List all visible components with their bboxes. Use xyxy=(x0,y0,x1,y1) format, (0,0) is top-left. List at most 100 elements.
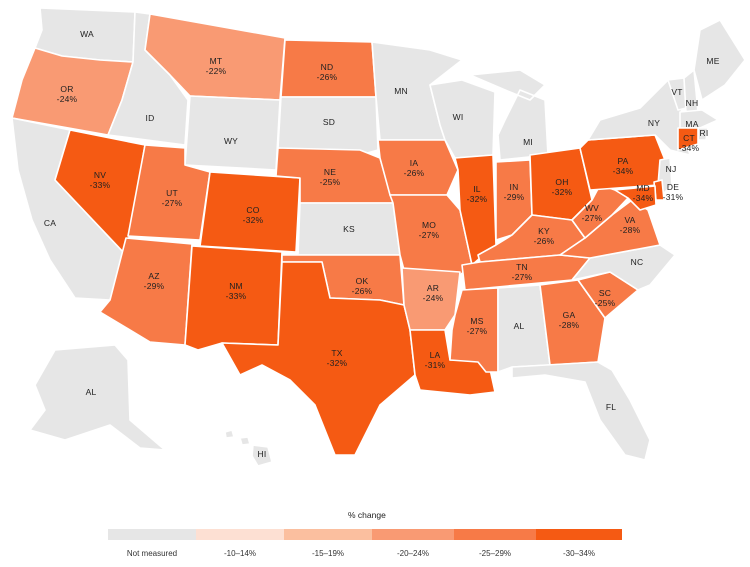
state-abbr: AR xyxy=(426,283,440,293)
state-IL[interactable] xyxy=(454,154,497,266)
state-WY[interactable] xyxy=(184,95,281,171)
state-label-NM: NM -33% xyxy=(226,281,247,301)
state-label-NJ: NJ xyxy=(666,164,677,174)
state-SD[interactable] xyxy=(277,96,379,156)
state-MA[interactable] xyxy=(679,109,719,129)
state-label-NH: NH xyxy=(686,98,699,108)
state-NY[interactable] xyxy=(587,79,691,156)
state-abbr: NY xyxy=(647,118,661,128)
legend-swatch xyxy=(108,529,196,540)
state-CT[interactable] xyxy=(677,127,699,151)
state-abbr: IL xyxy=(473,184,481,194)
legend-title: % change xyxy=(348,510,386,520)
state-MD[interactable] xyxy=(614,185,657,211)
state-abbr: WA xyxy=(80,29,94,39)
state-label-OK: OK -26% xyxy=(352,276,373,296)
state-abbr: NV xyxy=(93,170,107,180)
state-abbr: SC xyxy=(598,288,612,298)
state-label-VT: VT xyxy=(671,87,682,97)
state-GA[interactable] xyxy=(539,279,606,366)
state-label-UT: UT -27% xyxy=(162,188,183,208)
state-CO[interactable] xyxy=(199,171,301,253)
legend-swatch xyxy=(284,529,372,540)
state-label-AR: AR -24% xyxy=(423,283,444,303)
legend-label: -30–34% xyxy=(562,549,596,558)
state-label-CA: CA xyxy=(44,218,56,228)
state-value: -26% xyxy=(403,168,425,178)
state-abbr: ME xyxy=(706,56,720,66)
state-abbr: ND xyxy=(320,62,334,72)
state-value: -25% xyxy=(594,298,616,308)
legend-label: Not measured xyxy=(126,549,178,558)
state-abbr: TN xyxy=(516,262,528,272)
state-label-IA: IA -26% xyxy=(404,158,425,178)
state-abbr: AL xyxy=(513,321,525,331)
state-FL[interactable] xyxy=(511,361,651,461)
state-label-VA: VA -28% xyxy=(620,215,641,235)
legend-label: -10–14% xyxy=(223,549,257,558)
legend-swatch xyxy=(536,529,622,540)
state-abbr: WI xyxy=(452,112,464,122)
state-abbr: TX xyxy=(331,348,343,358)
state-abbr: SD xyxy=(322,117,336,127)
state-ME[interactable] xyxy=(693,19,746,101)
state-abbr: DE xyxy=(666,182,680,192)
state-value: -26% xyxy=(351,286,373,296)
state-abbr: OH xyxy=(555,177,569,187)
legend-swatch xyxy=(196,529,284,540)
state-abbr: OR xyxy=(60,84,74,94)
state-value: -27% xyxy=(161,198,183,208)
state-label-CT: CT -34% xyxy=(679,133,700,153)
state-label-SC: SC -25% xyxy=(595,288,616,308)
state-value: -33% xyxy=(225,291,247,301)
state-abbr: WV xyxy=(584,203,600,213)
state-AK[interactable] xyxy=(29,344,166,451)
legend-label: -25–29% xyxy=(478,549,512,558)
state-AZ[interactable] xyxy=(99,237,193,346)
state-TX[interactable] xyxy=(221,261,416,456)
state-label-NC: NC xyxy=(631,257,644,267)
legend-swatch xyxy=(372,529,454,540)
state-HI[interactable] xyxy=(224,429,273,467)
state-value: -27% xyxy=(466,326,488,336)
state-label-TX: TX -32% xyxy=(327,348,348,368)
state-value: -32% xyxy=(326,358,348,368)
state-value: -24% xyxy=(56,94,78,104)
state-label-LA: LA -31% xyxy=(425,350,446,370)
state-label-WY: WY xyxy=(224,136,238,146)
state-value: -27% xyxy=(418,230,440,240)
state-abbr: GA xyxy=(562,310,576,320)
state-label-MO: MO -27% xyxy=(419,220,440,240)
state-abbr: KY xyxy=(538,226,550,236)
state-abbr: IA xyxy=(409,158,419,168)
state-abbr: MS xyxy=(470,316,484,326)
state-label-ND: ND -26% xyxy=(317,62,338,82)
state-abbr: MD xyxy=(636,183,650,193)
state-label-KS: KS xyxy=(343,224,355,234)
state-value: -28% xyxy=(558,320,580,330)
state-value: -32% xyxy=(466,194,488,204)
state-label-HI: HI xyxy=(258,449,267,459)
state-label-AL: AL xyxy=(514,321,525,331)
state-label-ID: ID xyxy=(146,113,155,123)
state-label-RI: RI xyxy=(700,128,709,138)
state-abbr: MO xyxy=(421,220,437,230)
state-label-DE: DE -31% xyxy=(663,182,684,202)
state-abbr: FL xyxy=(605,402,617,412)
legend-label: -15–19% xyxy=(311,549,345,558)
state-label-MS: MS -27% xyxy=(467,316,488,336)
state-abbr: LA xyxy=(429,350,441,360)
state-abbr: NJ xyxy=(665,164,677,174)
state-abbr: MN xyxy=(394,86,408,96)
state-label-FL: FL xyxy=(606,402,616,412)
legend-label: -20–24% xyxy=(396,549,430,558)
state-abbr: CA xyxy=(43,218,57,228)
state-label-WI: WI xyxy=(453,112,464,122)
state-value: -31% xyxy=(662,192,684,202)
state-value: -32% xyxy=(551,187,573,197)
state-value: -28% xyxy=(619,225,641,235)
state-label-AZ: AZ -29% xyxy=(144,271,165,291)
state-abbr: AZ xyxy=(148,271,160,281)
state-LA[interactable] xyxy=(409,329,496,396)
state-label-OH: OH -32% xyxy=(552,177,573,197)
